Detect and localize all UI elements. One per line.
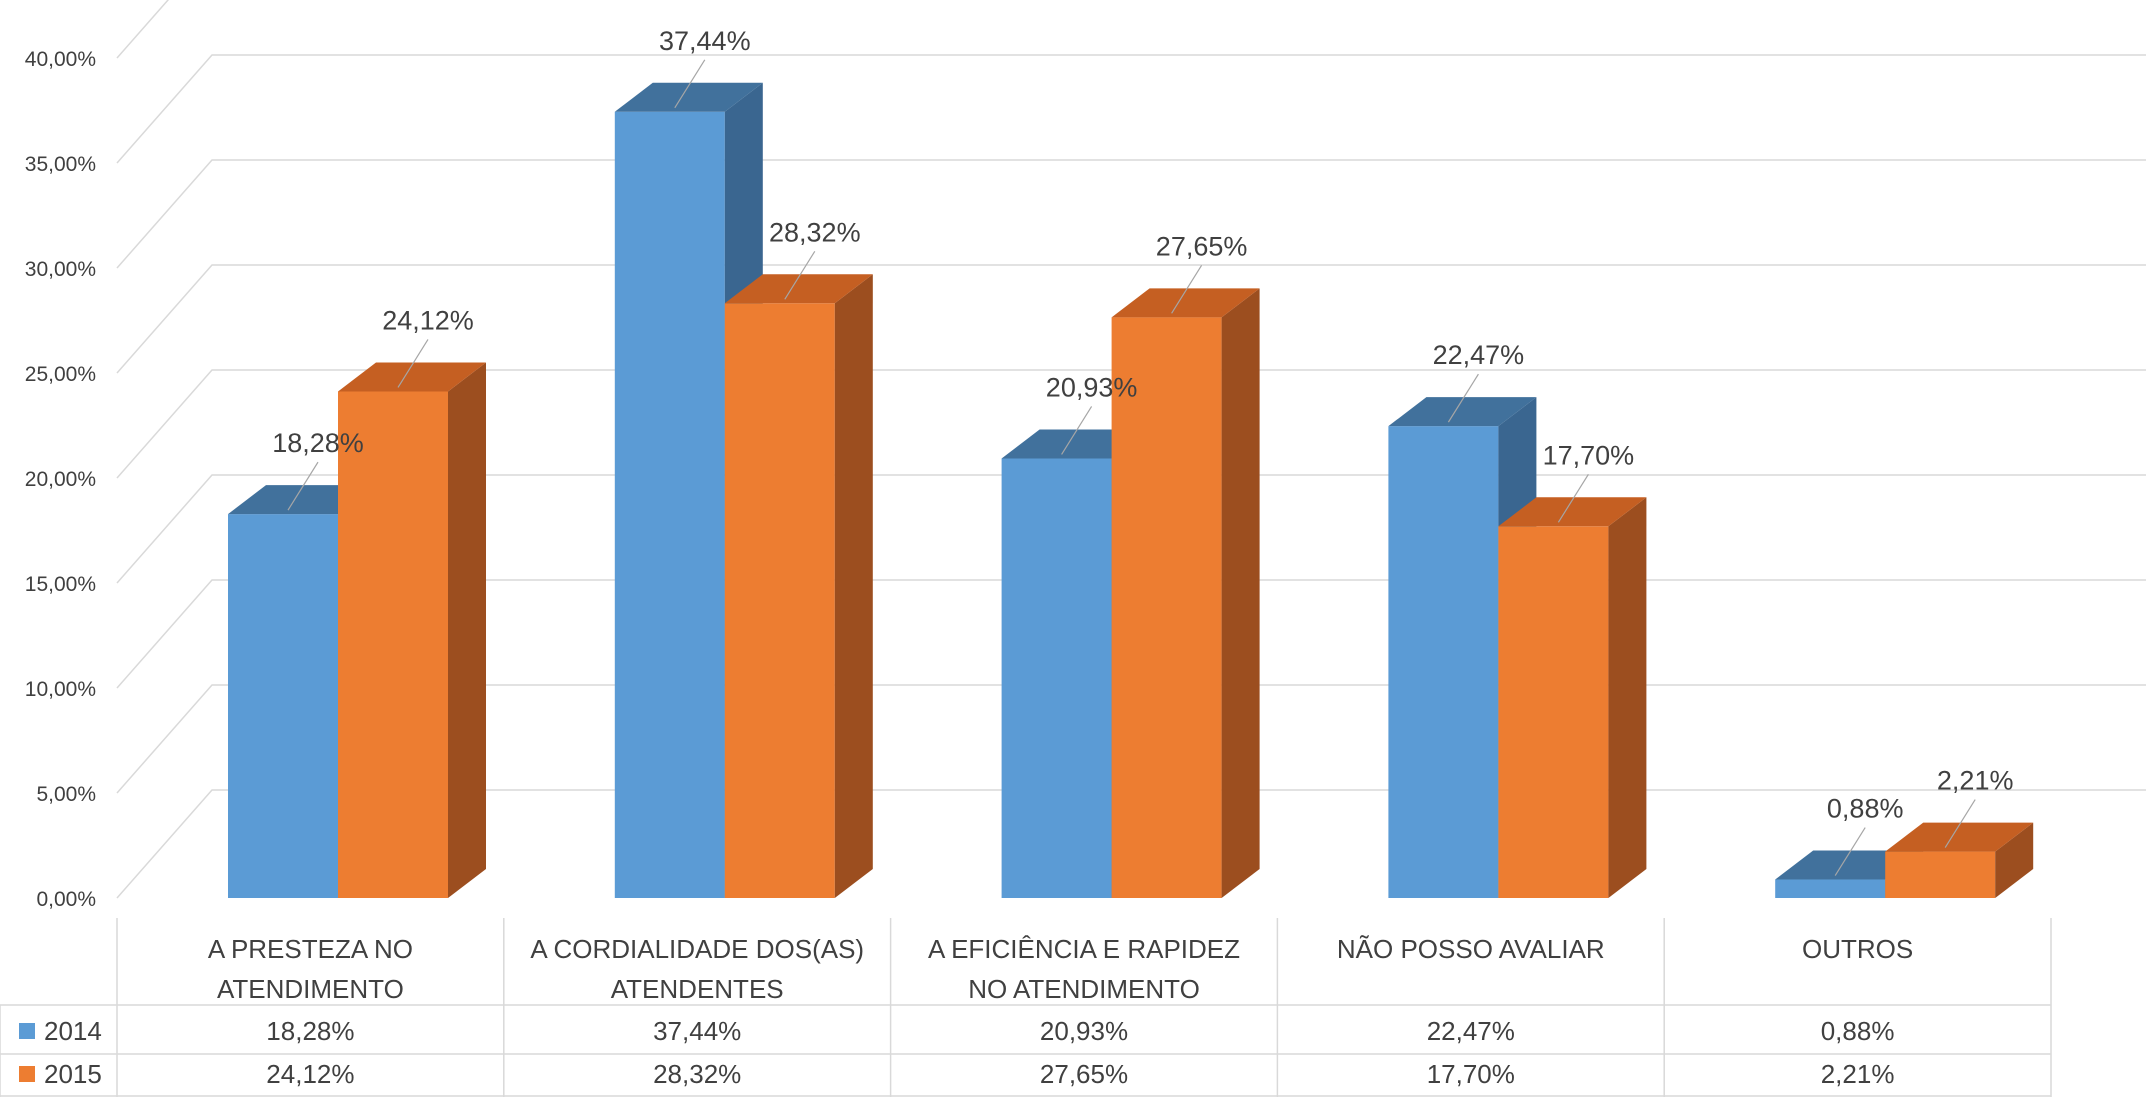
bar-side <box>448 362 486 899</box>
bar-front <box>1111 317 1222 899</box>
y-tick-label: 25,00% <box>25 363 96 386</box>
data-label: 20,93% <box>1046 372 1138 402</box>
gridline <box>116 264 2146 374</box>
category-label: ATENDENTES <box>611 974 784 1004</box>
table-value: 0,88% <box>1821 1016 1895 1046</box>
bar-2015-0 <box>338 362 486 899</box>
category-label: OUTROS <box>1802 934 1913 964</box>
bar-2015-3 <box>1498 497 1647 898</box>
data-label: 28,32% <box>769 217 861 247</box>
category-label: A EFICIÊNCIA E RAPIDEZ <box>928 934 1240 964</box>
y-tick-label: 0,00% <box>36 888 96 911</box>
y-tick-label: 30,00% <box>25 258 96 281</box>
bar-front <box>614 111 725 898</box>
table-value: 18,28% <box>266 1016 354 1046</box>
bar-front <box>338 391 448 898</box>
data-label-leader <box>1557 473 1589 523</box>
bar-side <box>834 274 873 898</box>
bar-front <box>724 303 835 898</box>
table-value: 24,12% <box>266 1059 354 1089</box>
y-tick-label: 20,00% <box>25 468 96 491</box>
gridline <box>116 0 170 59</box>
y-tick-label: 15,00% <box>25 573 96 596</box>
table-value: 27,65% <box>1040 1059 1128 1089</box>
legend-key <box>19 1023 35 1039</box>
table-value: 17,70% <box>1427 1059 1515 1089</box>
data-label: 18,28% <box>272 428 364 458</box>
bar-front <box>1885 851 1996 898</box>
data-label: 24,12% <box>382 305 474 335</box>
gridline <box>116 54 2146 164</box>
data-label-leader <box>287 461 319 511</box>
table-value: 22,47% <box>1427 1016 1515 1046</box>
bar-top <box>724 274 873 304</box>
y-tick-label: 5,00% <box>36 783 96 806</box>
data-label-leader <box>1944 799 1976 848</box>
gridline <box>116 369 2146 479</box>
bar-front <box>1001 458 1112 898</box>
table-value: 20,93% <box>1040 1016 1128 1046</box>
data-label-leader <box>1834 827 1866 876</box>
data-label: 22,47% <box>1433 340 1525 370</box>
bar-front <box>228 514 338 898</box>
bar-top <box>1111 288 1260 318</box>
table-value: 2,21% <box>1821 1059 1895 1089</box>
y-tick-label: 35,00% <box>25 153 96 176</box>
bar-top <box>1498 497 1647 527</box>
legend-key <box>19 1066 35 1082</box>
category-label: NO ATENDIMENTO <box>968 974 1200 1004</box>
bar-top <box>614 82 763 112</box>
bar-front <box>1498 526 1609 898</box>
bar-front <box>1775 879 1886 898</box>
bar-side <box>1608 497 1647 898</box>
bar-side <box>1221 288 1260 899</box>
y-tick-label: 10,00% <box>25 678 96 701</box>
category-label: A PRESTEZA NO <box>208 934 413 964</box>
bar-top <box>1388 397 1537 427</box>
bar-front <box>1388 426 1499 898</box>
data-label-leader <box>1171 265 1203 314</box>
data-label: 2,21% <box>1937 766 2014 796</box>
y-tick-label: 40,00% <box>25 48 96 71</box>
data-label-leader <box>397 339 429 388</box>
gridline <box>116 159 2146 269</box>
bar-top <box>338 362 486 392</box>
data-label-leader <box>674 59 706 109</box>
category-label: ATENDIMENTO <box>217 974 404 1004</box>
legend-label: 2015 <box>44 1059 102 1089</box>
data-label-leader <box>784 250 816 300</box>
legend-label: 2014 <box>44 1016 102 1046</box>
bar-2015-2 <box>1111 288 1260 899</box>
data-label: 37,44% <box>659 26 751 56</box>
bar-top <box>1885 822 2034 852</box>
category-label: A CORDIALIDADE DOS(AS) <box>530 934 864 964</box>
data-label: 17,70% <box>1543 440 1635 470</box>
bar-2015-1 <box>724 274 873 898</box>
bar-side <box>1995 822 2034 898</box>
category-label: NÃO POSSO AVALIAR <box>1337 934 1605 964</box>
data-label-leader <box>1447 373 1479 423</box>
bar-2015-4 <box>1885 822 2034 898</box>
table-value: 28,32% <box>653 1059 741 1089</box>
data-label-leader <box>1061 406 1093 455</box>
data-label: 0,88% <box>1827 794 1904 824</box>
data-label: 27,65% <box>1156 231 1248 261</box>
table-value: 37,44% <box>653 1016 741 1046</box>
